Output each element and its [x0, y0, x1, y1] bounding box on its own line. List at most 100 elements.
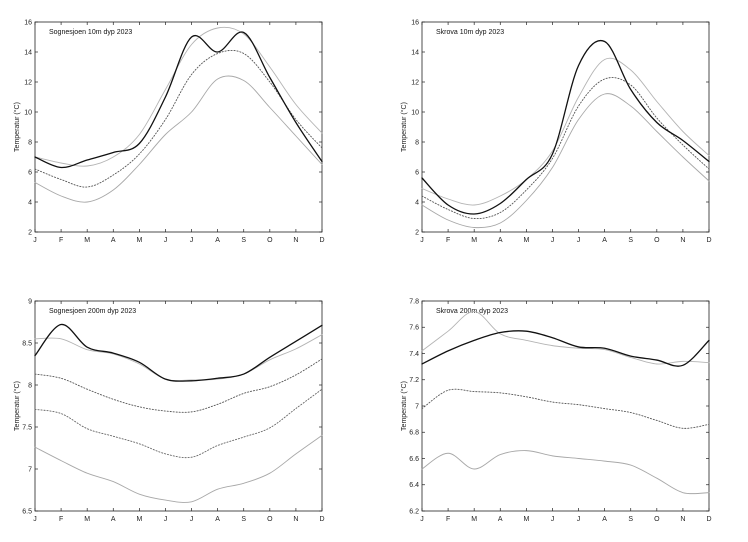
plot-frame: [421, 300, 710, 512]
panel-title: Skrova 10m dyp 2023: [436, 29, 504, 36]
chart-panel-4: 6.2 6.4 6.6 6.8 7 7.2 7.4 7.6 7.8 J F M A M J J A S O N D Tem…: [400, 298, 712, 523]
x-tick-label: M: [471, 516, 477, 523]
x-tick-label: F: [59, 516, 63, 523]
series-line-solid-grey-upper: [34, 26, 323, 167]
y-tick-label: 2: [28, 229, 32, 236]
x-tick-label: M: [84, 237, 90, 244]
series-line-solid-grey-upper: [421, 311, 710, 365]
x-tick-label: M: [136, 516, 142, 523]
series-line-solid-grey-upper: [34, 334, 323, 382]
x-tick-label: O: [267, 516, 273, 523]
x-tick-label: M: [523, 237, 529, 244]
x-tick-label: J: [420, 237, 424, 244]
x-tick-label: F: [59, 237, 63, 244]
x-tick-label: S: [241, 237, 246, 244]
x-tick-label: O: [654, 516, 660, 523]
x-tick-label: A: [215, 516, 220, 523]
panel-title: Sognesjoen 10m dyp 2023: [49, 29, 132, 36]
x-tick-label: J: [551, 516, 555, 523]
series-line-solid-black: [34, 323, 323, 382]
plot-frame: [34, 21, 323, 233]
y-tick-label: 16: [411, 19, 419, 26]
x-tick-label: S: [241, 516, 246, 523]
series-line-solid-black: [421, 330, 710, 367]
series-line-dotted-lower: [34, 388, 323, 459]
x-tick-label: S: [628, 237, 633, 244]
series-line-solid-black: [34, 31, 323, 169]
x-tick-label: A: [602, 516, 607, 523]
y-tick-label: 10: [411, 109, 419, 116]
y-tick-label: 7.6: [409, 325, 419, 332]
series-line-solid-black: [421, 39, 710, 215]
x-tick-label: J: [33, 237, 37, 244]
series-line-solid-grey-lower: [421, 450, 710, 495]
y-tick-label: 7.4: [409, 351, 419, 358]
y-axis-label: Temperatur (°C): [400, 102, 408, 152]
y-tick-label: 6.4: [409, 482, 419, 489]
y-tick-label: 7: [28, 466, 32, 473]
y-tick-label: 6.5: [22, 508, 32, 515]
x-tick-label: F: [446, 237, 450, 244]
x-tick-label: A: [602, 237, 607, 244]
x-tick-label: N: [293, 516, 298, 523]
x-tick-label: J: [420, 516, 424, 523]
y-tick-label: 6.8: [409, 430, 419, 437]
y-tick-label: 9: [28, 298, 32, 305]
x-tick-label: J: [190, 516, 194, 523]
plot-frame: [421, 21, 710, 233]
y-tick-label: 4: [415, 199, 419, 206]
x-tick-label: F: [446, 516, 450, 523]
y-tick-label: 7.5: [22, 424, 32, 431]
y-tick-label: 14: [411, 49, 419, 56]
chart-panel-1: 2 4 6 8 10 12 14 16 J F M A M J J A S O N D Temperatur (°C) S…: [13, 19, 325, 244]
y-tick-label: 12: [24, 79, 32, 86]
y-axis-label: Temperatur (°C): [400, 381, 408, 431]
y-axis-label: Temperatur (°C): [13, 381, 21, 431]
x-tick-label: O: [267, 237, 273, 244]
y-tick-label: 6.2: [409, 508, 419, 515]
x-tick-label: S: [628, 516, 633, 523]
y-tick-label: 8: [28, 382, 32, 389]
y-tick-label: 4: [28, 199, 32, 206]
chart-panel-2: 2 4 6 8 10 12 14 16 J F M A M J J A S O N D Temperatur (°C) S…: [400, 19, 712, 244]
series-line-solid-grey-upper: [421, 57, 710, 206]
series-line-dotted-mean: [34, 49, 323, 188]
y-tick-label: 16: [24, 19, 32, 26]
x-tick-label: A: [215, 237, 220, 244]
series-line-solid-grey-lower: [34, 434, 323, 503]
x-tick-label: J: [164, 237, 168, 244]
series-line-dotted-mean: [421, 388, 710, 429]
x-tick-label: O: [654, 237, 660, 244]
y-tick-label: 8.5: [22, 340, 32, 347]
x-tick-label: N: [293, 237, 298, 244]
x-tick-label: A: [498, 516, 503, 523]
x-tick-label: A: [498, 237, 503, 244]
x-tick-label: D: [706, 516, 711, 523]
y-axis-label: Temperatur (°C): [13, 102, 21, 152]
y-tick-label: 7.2: [409, 377, 419, 384]
x-tick-label: M: [471, 237, 477, 244]
y-tick-label: 8: [415, 139, 419, 146]
x-tick-label: J: [33, 516, 37, 523]
x-tick-label: J: [164, 516, 168, 523]
x-tick-label: N: [680, 237, 685, 244]
plot-frame: [34, 300, 323, 512]
y-tick-label: 6.6: [409, 456, 419, 463]
y-tick-label: 2: [415, 229, 419, 236]
y-tick-label: 14: [24, 49, 32, 56]
x-tick-label: J: [577, 516, 581, 523]
y-tick-label: 12: [411, 79, 419, 86]
y-tick-label: 6: [28, 169, 32, 176]
y-tick-label: 10: [24, 109, 32, 116]
x-tick-label: N: [680, 516, 685, 523]
series-line-solid-grey-lower: [34, 75, 323, 203]
series-line-dotted-mean: [34, 358, 323, 413]
panel-title: Sognesjoen 200m dyp 2023: [49, 308, 136, 315]
x-tick-label: A: [111, 516, 116, 523]
y-tick-label: 8: [28, 139, 32, 146]
x-tick-label: J: [577, 237, 581, 244]
series-line-dotted-mean: [421, 77, 710, 220]
x-tick-label: A: [111, 237, 116, 244]
x-tick-label: M: [523, 516, 529, 523]
